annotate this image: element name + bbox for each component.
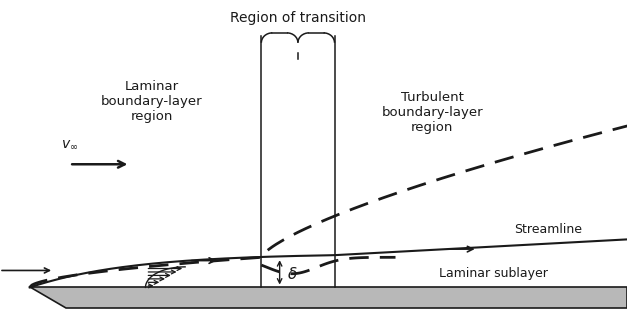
- Text: Laminar
boundary-layer
region: Laminar boundary-layer region: [101, 80, 202, 123]
- Text: $\delta$: $\delta$: [287, 266, 297, 282]
- Text: Laminar sublayer: Laminar sublayer: [438, 267, 547, 280]
- Text: Streamline: Streamline: [514, 223, 582, 236]
- Text: Region of transition: Region of transition: [230, 11, 366, 25]
- Text: Turbulent
boundary-layer
region: Turbulent boundary-layer region: [381, 91, 483, 134]
- Polygon shape: [30, 288, 627, 308]
- Text: $v_{\infty}$: $v_{\infty}$: [61, 137, 79, 151]
